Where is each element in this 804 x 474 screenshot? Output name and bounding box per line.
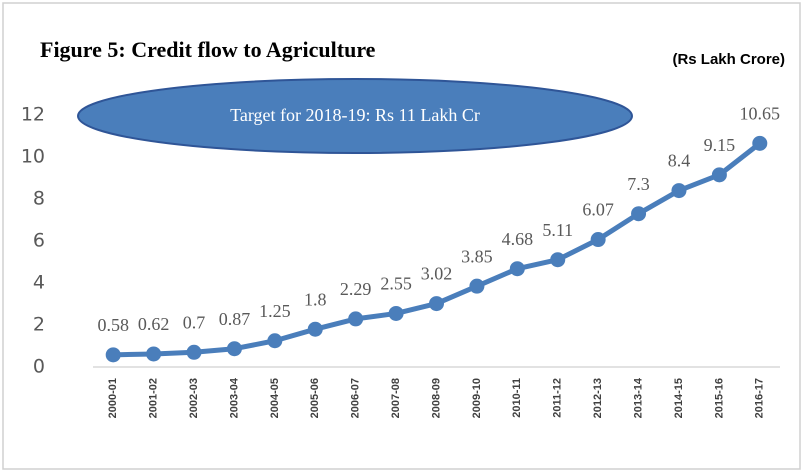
y-tick-label: 6 [33, 230, 45, 252]
x-tick-label: 2005-06 [309, 378, 321, 418]
data-label: 4.68 [502, 229, 534, 249]
data-label: 5.11 [542, 220, 573, 240]
point [429, 296, 444, 312]
x-tick-label: 2015-16 [713, 378, 725, 418]
x-tick-label: 2009-10 [471, 378, 483, 418]
data-label: 8.4 [668, 151, 691, 171]
data-label: 10.65 [740, 103, 781, 123]
y-tick-label: 10 [21, 146, 45, 168]
point [146, 346, 162, 362]
data-label: 3.02 [421, 264, 453, 284]
x-tick-label: 2000-01 [107, 378, 119, 418]
point [226, 341, 242, 357]
x-tick-label: 2010-11 [511, 378, 523, 418]
data-label: 1.25 [259, 301, 291, 321]
x-tick-label: 2012-13 [592, 378, 604, 418]
point [186, 344, 202, 360]
x-tick-label: 2001-02 [148, 378, 160, 418]
point [752, 135, 768, 151]
point [307, 321, 323, 337]
x-tick-label: 2011-12 [552, 378, 564, 418]
point [590, 232, 606, 248]
data-label: 0.7 [183, 312, 206, 332]
data-label: 2.55 [380, 274, 412, 294]
data-label: 0.62 [138, 314, 170, 334]
annotation: Target for 2018-19: Rs 11 Lakh Cr [230, 105, 480, 125]
data-label: 2.29 [340, 279, 372, 299]
point [105, 347, 121, 363]
x-tick-label: 2004-05 [269, 378, 281, 418]
x-tick-label: 2016-17 [754, 378, 766, 418]
y-tick-label: 0 [33, 356, 45, 378]
point [388, 305, 404, 321]
point [469, 278, 485, 294]
y-tick-label: 4 [33, 272, 45, 294]
point [348, 311, 364, 327]
chart-title: Figure 5: Credit flow to Agriculture [40, 37, 376, 62]
data-label: 1.8 [304, 289, 327, 309]
x-tick-label: 2006-07 [350, 378, 362, 418]
annotation-ellipse [77, 78, 633, 154]
data-label: 0.87 [219, 309, 251, 329]
point [509, 261, 525, 277]
x-tick-label: 2002-03 [188, 378, 200, 418]
data-label: 0.58 [97, 315, 129, 335]
unit-label: (Rs Lakh Crore) [672, 51, 785, 68]
point [267, 333, 283, 349]
point [550, 252, 566, 268]
data-label: 9.15 [704, 135, 736, 155]
data-label: 3.85 [461, 246, 493, 266]
point [631, 206, 647, 222]
y-tick-label: 2 [33, 314, 45, 336]
y-tick-label: 12 [21, 104, 45, 126]
x-tick-label: 2008-09 [430, 378, 442, 418]
point [671, 183, 687, 199]
x-tick-label: 2013-14 [632, 377, 644, 418]
x-tick-label: 2014-15 [673, 378, 685, 418]
data-label: 7.3 [627, 174, 650, 194]
x-tick-label: 2007-08 [390, 378, 402, 418]
x-tick-label: 2003-04 [228, 377, 240, 418]
plot-area: 0 2 4 6 8 10 12 2000-01 2001-02 2002-03 2003-04 200… [21, 103, 780, 418]
point [711, 167, 727, 183]
y-tick-label: 8 [33, 188, 45, 210]
data-label: 6.07 [582, 200, 614, 220]
